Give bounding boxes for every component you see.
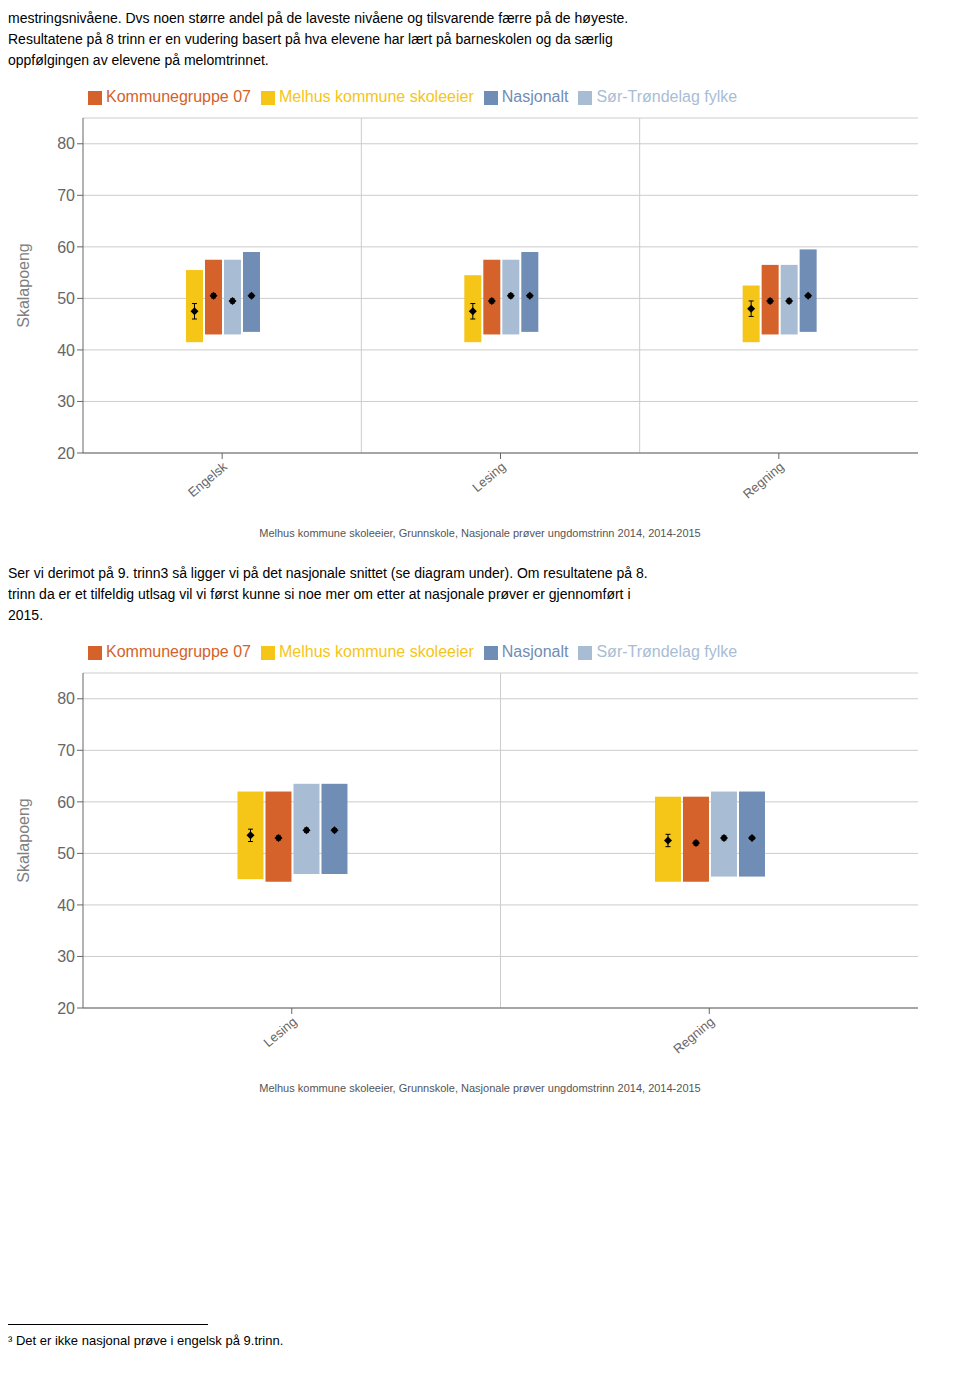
html-text:³ Det er ikke nasjonal prøve i: ³ Det er ikke nasjonal prøve i engelsk p… <box>8 1333 284 1348</box>
svg-text:20: 20 <box>57 445 75 462</box>
html-text:Kommunegruppe 07: Kommunegruppe 07 <box>106 643 251 660</box>
svg-text:30: 30 <box>57 393 75 410</box>
html-text:Ser vi derimot på 9. trinn3 så: Ser vi derimot på 9. trinn3 så ligger vi… <box>8 565 648 581</box>
svg-text:70: 70 <box>57 187 75 204</box>
svg-text:40: 40 <box>57 897 75 914</box>
svg-text:Lesing: Lesing <box>469 459 508 495</box>
svg-text:80: 80 <box>57 690 75 707</box>
html-text:Melhus kommune skoleeier, Grun: Melhus kommune skoleeier, Grunnskole, Na… <box>259 1082 701 1094</box>
svg-text:Lesing: Lesing <box>261 1014 300 1050</box>
svg-text:50: 50 <box>57 845 75 862</box>
svg-text:70: 70 <box>57 742 75 759</box>
svg-text:30: 30 <box>57 948 75 965</box>
html-text:oppfølgingen av elevene på mel: oppfølgingen av elevene på melomtrinnet. <box>8 52 269 68</box>
html-text:Sør-Trøndelag fylke: Sør-Trøndelag fylke <box>596 643 738 660</box>
svg-text:60: 60 <box>57 794 75 811</box>
svg-text:Skalapoeng: Skalapoeng <box>15 798 32 883</box>
svg-text:20: 20 <box>57 1000 75 1017</box>
svg-text:80: 80 <box>57 135 75 152</box>
html-text:Sør-Trøndelag fylke: Sør-Trøndelag fylke <box>596 88 738 105</box>
svg-text:Regning: Regning <box>670 1014 717 1057</box>
svg-text:Skalapoeng: Skalapoeng <box>15 243 32 328</box>
html-text:Nasjonalt: Nasjonalt <box>501 643 569 660</box>
html-text:Kommunegruppe 07: Kommunegruppe 07 <box>106 88 251 105</box>
html-text:Nasjonalt: Nasjonalt <box>501 88 569 105</box>
svg-text:50: 50 <box>57 290 75 307</box>
html-text:mestringsnivåene. Dvs noen stø: mestringsnivåene. Dvs noen større andel … <box>8 10 629 26</box>
svg-text:Engelsk: Engelsk <box>185 459 230 501</box>
html-text:Resultatene på 8 trinn er en v: Resultatene på 8 trinn er en vudering ba… <box>8 31 613 47</box>
html-text:trinn da er et tilfeldig utlsa: trinn da er et tilfeldig utlsag vil vi f… <box>8 586 631 602</box>
html-text:Melhus kommune skoleeier, Grun: Melhus kommune skoleeier, Grunnskole, Na… <box>259 527 701 539</box>
svg-text:60: 60 <box>57 239 75 256</box>
html-text:Melhus kommune skoleeier: Melhus kommune skoleeier <box>279 643 474 660</box>
html-text:Melhus kommune skoleeier: Melhus kommune skoleeier <box>279 88 474 105</box>
svg-text:Regning: Regning <box>740 459 787 502</box>
html-text:2015.: 2015. <box>8 607 43 623</box>
svg-text:40: 40 <box>57 342 75 359</box>
